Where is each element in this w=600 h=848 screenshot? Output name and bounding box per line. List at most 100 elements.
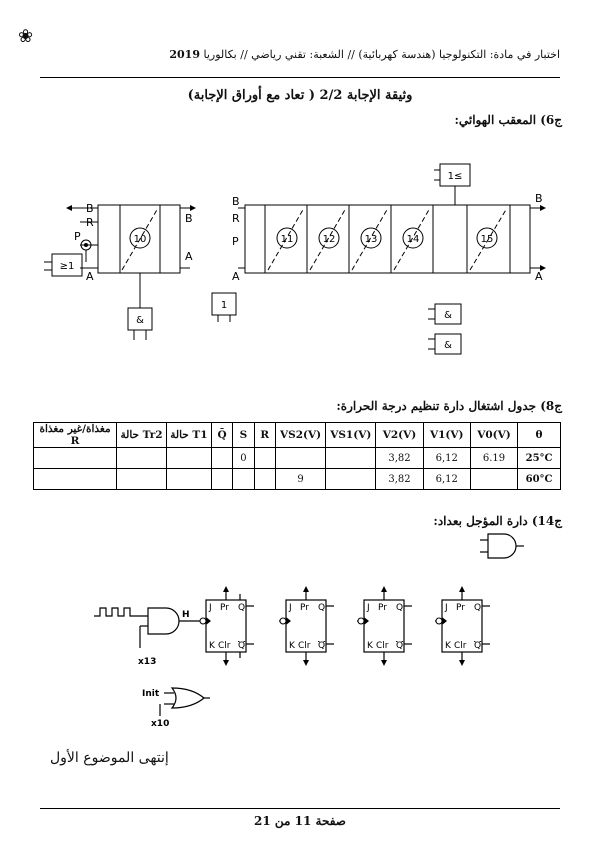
header-cell: Q̄ bbox=[210, 422, 234, 448]
ff3-k: K bbox=[367, 641, 374, 651]
table-cell: 3,82 bbox=[375, 468, 424, 490]
header-subject: اختبار في مادة: التكنولوجيا (هندسة كهربا… bbox=[203, 48, 561, 61]
ff3-j: J bbox=[366, 603, 370, 613]
table-cell bbox=[116, 447, 168, 469]
ff2-clr: Clr bbox=[298, 641, 311, 651]
header-cell: VS2(V) bbox=[274, 422, 327, 448]
table-row: 9 3,82 6,12 60°C bbox=[32, 468, 561, 490]
or-gate-left-label: ≥1 bbox=[60, 261, 75, 272]
ff4-k: K bbox=[445, 641, 452, 651]
port-b-mid: B bbox=[185, 212, 193, 225]
table-cell bbox=[469, 468, 519, 490]
and-gate-right-1 bbox=[434, 303, 462, 325]
ff3-q: Q bbox=[396, 603, 403, 613]
ff1-j: J bbox=[208, 603, 212, 613]
table-cell: 0 bbox=[232, 447, 255, 469]
pneumatic-sequencer-diagram: B R P A B A B R P A B A 10 11 12 13 14 1… bbox=[44, 163, 546, 355]
ff2-k: K bbox=[289, 641, 296, 651]
stage-15-circle bbox=[476, 227, 498, 249]
ff4-pr: Pr bbox=[456, 603, 465, 613]
input-x10: x10 bbox=[151, 719, 169, 729]
input-init: Init bbox=[142, 689, 160, 699]
init-or-gate bbox=[170, 687, 205, 709]
ff1-q: Q bbox=[238, 603, 245, 613]
table-cell: 6,12 bbox=[422, 447, 471, 469]
stage-11-circle bbox=[276, 227, 298, 249]
table-cell bbox=[325, 447, 377, 469]
header-year: 2019 bbox=[169, 48, 200, 61]
port-a-right-left: A bbox=[232, 270, 240, 283]
stage-14-circle bbox=[402, 227, 424, 249]
stages-11-15-block bbox=[244, 204, 531, 274]
ff1-clr: Clr bbox=[218, 641, 231, 651]
bottom-divider bbox=[40, 808, 560, 809]
table-cell bbox=[210, 447, 234, 469]
header-cell: θ bbox=[517, 422, 561, 448]
counter-delay-circuit: H x13 Init x10 J Pr Q K Clr Q J Pr Q K C… bbox=[94, 533, 524, 729]
port-b-left: B bbox=[86, 202, 94, 215]
q8-label: ج8) جدول اشتغال دارة تنظيم درجة الحرارة: bbox=[336, 399, 562, 413]
clock-arrow-3 bbox=[364, 617, 369, 625]
header-cell: S bbox=[232, 422, 255, 448]
stage-13-label: 13 bbox=[365, 234, 378, 245]
ff1-k: K bbox=[209, 641, 216, 651]
table-cell: 3,82 bbox=[375, 447, 424, 469]
clock-arrow-2 bbox=[286, 617, 291, 625]
temperature-table: مغذاة/غير مغذاة R حالة Tr2 حالة T1 Q̄ S … bbox=[32, 422, 561, 490]
ff4-j: J bbox=[444, 603, 448, 613]
header-cell: VS1(V) bbox=[325, 422, 377, 448]
port-b-right-left: B bbox=[232, 195, 240, 208]
and-gate-bottom-label: & bbox=[136, 315, 144, 326]
gate-output-h: H bbox=[182, 610, 190, 620]
table-cell: 9 bbox=[274, 468, 327, 490]
port-p-right-left: P bbox=[232, 235, 239, 248]
table-cell: 6.19 bbox=[469, 447, 519, 469]
stage-10-label: 10 bbox=[134, 234, 147, 245]
ff2-q: Q bbox=[318, 603, 325, 613]
ff1-qbar: Q bbox=[238, 641, 245, 651]
ff4-qbar: Q bbox=[474, 641, 481, 651]
table-row: 0 3,82 6,12 6.19 25°C bbox=[32, 447, 561, 469]
and-gate-right-2-label: & bbox=[444, 340, 452, 351]
end-of-subject-text: إنتهى الموضوع الأول bbox=[50, 750, 169, 766]
table-cell bbox=[253, 468, 277, 490]
table-cell bbox=[253, 447, 277, 469]
header-cell: حالة Tr2 bbox=[116, 422, 168, 448]
ff3-pr: Pr bbox=[378, 603, 387, 613]
ff2-qbar: Q bbox=[318, 641, 325, 651]
port-b-far-right: B bbox=[535, 192, 543, 205]
clock-and-gate bbox=[147, 607, 180, 635]
table-cell bbox=[274, 447, 327, 469]
port-r-left: R bbox=[86, 216, 94, 229]
not-gate-label: 1 bbox=[221, 300, 227, 311]
document-title: وثيقة الإجابة 2/2 ( تعاد مع أوراق الإجاب… bbox=[187, 88, 413, 103]
not-gate bbox=[211, 292, 237, 316]
table-cell bbox=[166, 468, 212, 490]
stage-11-label: 11 bbox=[281, 234, 294, 245]
header-cell: حالة T1 bbox=[166, 422, 212, 448]
port-a-far-right: A bbox=[535, 270, 543, 283]
header-cell: V1(V) bbox=[422, 422, 471, 448]
table-cell: 6,12 bbox=[422, 468, 471, 490]
q14-label: ج14) دارة المؤجل بعداد: bbox=[433, 514, 562, 528]
table-header-row: مغذاة/غير مغذاة R حالة Tr2 حالة T1 Q̄ S … bbox=[32, 422, 561, 448]
clock-arrow-4 bbox=[442, 617, 447, 625]
port-a-left: A bbox=[86, 270, 94, 283]
port-p-left: P bbox=[74, 230, 81, 243]
header-cell: V0(V) bbox=[469, 422, 519, 448]
table-cell bbox=[116, 468, 168, 490]
stage-10-circle bbox=[129, 227, 151, 249]
top-divider bbox=[40, 77, 560, 78]
ff3-clr: Clr bbox=[376, 641, 389, 651]
page-footer: صفحة 11 من 21 bbox=[254, 814, 346, 828]
stage-12-circle bbox=[318, 227, 340, 249]
stage-14-label: 14 bbox=[407, 234, 420, 245]
input-x13: x13 bbox=[138, 657, 156, 667]
and-gate-symbol bbox=[487, 533, 517, 559]
q6-label: ج6) المعقب الهوائي: bbox=[454, 113, 562, 127]
port-a-mid: A bbox=[185, 250, 193, 263]
table-cell bbox=[166, 447, 212, 469]
and-gate-bottom bbox=[127, 307, 153, 331]
clock-arrow-1 bbox=[206, 617, 211, 625]
header-cell: V2(V) bbox=[375, 422, 424, 448]
